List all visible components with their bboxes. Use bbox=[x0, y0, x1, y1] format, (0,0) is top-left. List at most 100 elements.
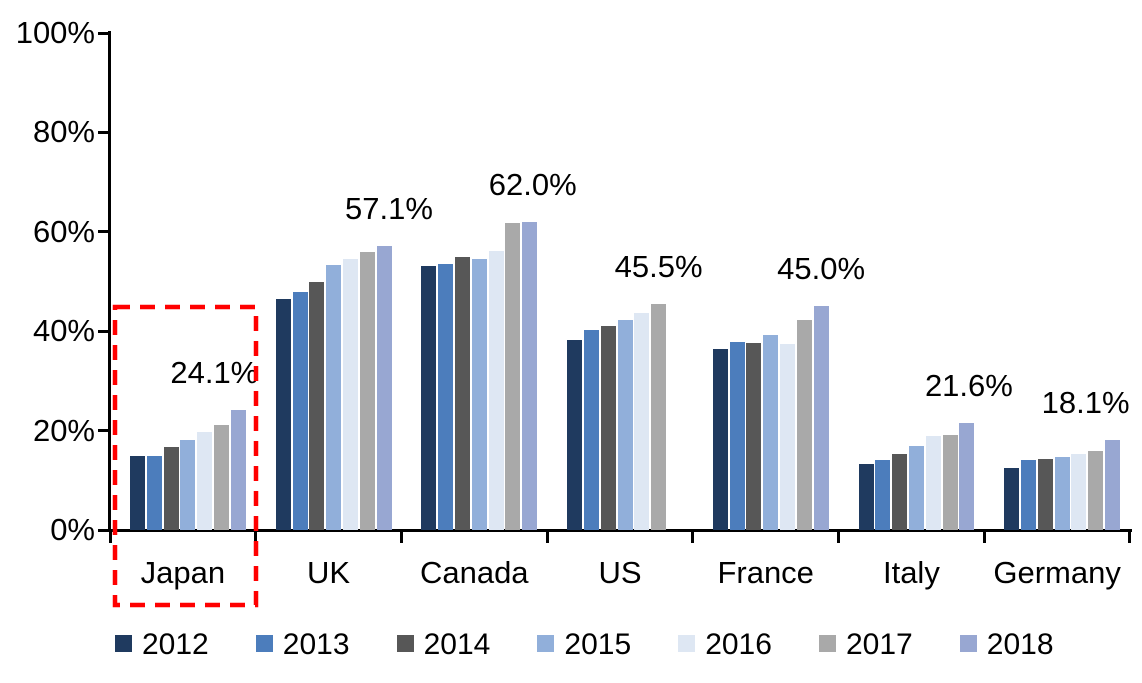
y-tick bbox=[98, 31, 109, 35]
bar-group-us bbox=[547, 33, 693, 530]
x-tick bbox=[399, 530, 403, 543]
bar-group-germany bbox=[984, 33, 1130, 530]
data-label-france: 45.0% bbox=[777, 251, 866, 287]
bar-germany-2016 bbox=[1071, 454, 1087, 530]
bar-france-2014 bbox=[746, 343, 762, 530]
legend-label-2018: 2018 bbox=[986, 628, 1054, 661]
country-label-us: US bbox=[598, 555, 642, 590]
x-tick bbox=[691, 530, 695, 543]
bar-italy-2018 bbox=[959, 422, 975, 530]
y-tick bbox=[98, 329, 109, 333]
country-label-canada: Canada bbox=[419, 555, 529, 590]
bar-canada-2013 bbox=[438, 264, 454, 530]
bar-france-2015 bbox=[763, 334, 779, 530]
legend-item-2017: 2017 bbox=[819, 628, 939, 662]
y-tick-label: 60% bbox=[32, 213, 95, 249]
bar-germany-2012 bbox=[1004, 467, 1020, 530]
bar-group-uk bbox=[256, 33, 402, 530]
data-label-germany: 18.1% bbox=[1041, 385, 1130, 420]
country-label-japan: Japan bbox=[140, 555, 226, 590]
legend-item-2018: 2018 bbox=[959, 628, 1080, 662]
bar-italy-2014 bbox=[892, 454, 908, 530]
country-label-italy: Italy bbox=[882, 555, 940, 590]
bar-japan-2012 bbox=[130, 456, 145, 530]
bar-italy-2016 bbox=[925, 436, 941, 530]
bar-group-canada bbox=[401, 33, 547, 530]
bar-group-japan bbox=[110, 33, 256, 530]
bar-france-2012 bbox=[712, 348, 728, 530]
x-tick bbox=[108, 530, 112, 543]
legend-swatch-2016 bbox=[678, 635, 696, 652]
legend-swatch-2017 bbox=[819, 635, 836, 652]
bar-japan-2013 bbox=[146, 455, 162, 530]
bar-italy-2013 bbox=[875, 459, 891, 530]
bar-france-2017 bbox=[796, 319, 812, 530]
legend-item-2015: 2015 bbox=[537, 628, 657, 662]
bar-japan-2015 bbox=[180, 440, 196, 530]
bar-germany-2014 bbox=[1037, 458, 1053, 530]
bar-japan-2018 bbox=[230, 410, 246, 530]
data-label-canada: 62.0% bbox=[488, 166, 577, 202]
y-tick bbox=[98, 429, 109, 433]
legend-label-2013: 2013 bbox=[282, 628, 350, 661]
legend-swatch-2018 bbox=[959, 635, 977, 652]
bar-us-2015 bbox=[617, 320, 633, 530]
bar-canada-2015 bbox=[471, 258, 487, 530]
bar-group-italy bbox=[839, 33, 985, 530]
bar-uk-2012 bbox=[275, 299, 291, 530]
legend-item-2014: 2014 bbox=[396, 628, 517, 662]
legend-label-2015: 2015 bbox=[564, 628, 632, 661]
x-tick bbox=[982, 530, 986, 543]
bar-italy-2012 bbox=[858, 463, 874, 530]
legend-label-2014: 2014 bbox=[423, 628, 491, 661]
bar-us-2014 bbox=[600, 326, 616, 530]
bar-italy-2015 bbox=[908, 446, 924, 530]
y-tick-label: 20% bbox=[32, 412, 95, 448]
bar-canada-2014 bbox=[455, 257, 470, 530]
bar-france-2016 bbox=[780, 344, 796, 530]
bar-germany-2017 bbox=[1088, 451, 1104, 530]
country-label-uk: UK bbox=[307, 555, 351, 590]
bar-uk-2015 bbox=[326, 265, 342, 530]
bar-uk-2013 bbox=[292, 291, 308, 530]
legend-label-2012: 2012 bbox=[142, 628, 209, 661]
bar-germany-2013 bbox=[1021, 459, 1037, 530]
x-tick bbox=[837, 530, 841, 543]
legend-item-2016: 2016 bbox=[678, 628, 798, 662]
bar-uk-2018 bbox=[376, 246, 392, 530]
bar-italy-2017 bbox=[942, 435, 958, 530]
legend-label-2017: 2017 bbox=[846, 628, 913, 661]
legend-swatch-2013 bbox=[255, 635, 273, 652]
legend-item-2012: 2012 bbox=[115, 628, 235, 662]
y-tick-label: 0% bbox=[50, 512, 95, 547]
y-tick bbox=[98, 130, 109, 134]
data-label-italy: 21.6% bbox=[924, 367, 1013, 403]
x-tick bbox=[545, 530, 549, 543]
country-label-france: France bbox=[717, 555, 814, 590]
legend-swatch-2014 bbox=[396, 635, 414, 652]
bar-japan-2014 bbox=[163, 447, 179, 530]
bar-france-2018 bbox=[813, 306, 829, 530]
y-tick bbox=[98, 528, 109, 532]
legend-label-2016: 2016 bbox=[705, 628, 772, 661]
bar-us-2017 bbox=[651, 303, 667, 530]
y-tick-label: 80% bbox=[32, 114, 95, 150]
y-tick bbox=[98, 230, 109, 234]
y-tick-label: 100% bbox=[15, 15, 95, 50]
legend-swatch-2015 bbox=[537, 635, 555, 652]
x-tick bbox=[254, 530, 258, 543]
bar-canada-2017 bbox=[505, 222, 521, 530]
bar-us-2016 bbox=[634, 313, 650, 530]
y-tick-label: 40% bbox=[32, 313, 95, 349]
country-label-germany: Germany bbox=[993, 555, 1121, 590]
bar-uk-2016 bbox=[342, 258, 358, 530]
bar-japan-2017 bbox=[214, 425, 229, 530]
bar-group-france bbox=[693, 33, 839, 530]
bar-canada-2012 bbox=[421, 266, 437, 530]
bar-us-2013 bbox=[583, 330, 599, 530]
bar-uk-2014 bbox=[309, 282, 325, 530]
bar-germany-2018 bbox=[1105, 440, 1121, 530]
legend: 2012 2013 2014 2015 2016 2017 2018 bbox=[0, 628, 1142, 668]
bar-canada-2016 bbox=[488, 250, 504, 530]
